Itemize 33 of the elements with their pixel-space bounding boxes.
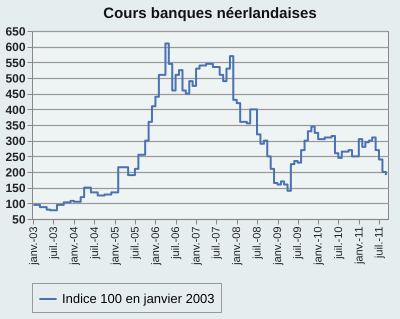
x-tick-label: juil.-07 (210, 226, 223, 260)
y-tick-label: 150 (5, 181, 26, 196)
x-tick-label: janv.-11 (353, 226, 366, 266)
x-tick-label: juil.-05 (129, 226, 142, 260)
y-tick-label: 50 (12, 212, 26, 226)
x-tick-label: janv.-03 (28, 226, 40, 266)
y-tick-label: 550 (5, 56, 26, 70)
y-tick-label: 400 (5, 102, 26, 117)
x-tick-label: janv.-06 (150, 226, 162, 266)
y-tick-label: 500 (5, 72, 26, 86)
x-tick-label: janv.-10 (312, 226, 325, 266)
x-tick-label: janv.-08 (231, 226, 244, 266)
y-tick-label: 100 (5, 196, 26, 211)
y-tick-label: 650 (5, 24, 26, 38)
y-tick-label: 600 (5, 40, 26, 54)
x-tick-label: juil.-11 (373, 226, 386, 260)
y-tick-label: 200 (5, 166, 26, 180)
x-tick-label: juil.-06 (170, 226, 182, 260)
chart-title: Cours banques néerlandaises (103, 5, 317, 22)
x-tick-label: juil.-09 (292, 226, 304, 260)
x-tick-label: juil.-10 (332, 226, 345, 260)
y-tick-label: 450 (5, 87, 26, 102)
x-tick-label: janv.-07 (190, 226, 203, 266)
x-tick-label: juil.-03 (48, 226, 60, 260)
x-tick-label: juil.-08 (252, 226, 264, 260)
x-tick-label: juil.-04 (88, 226, 101, 260)
y-tick-label: 350 (5, 118, 26, 132)
legend-label: Indice 100 en janvier 2003 (62, 291, 215, 306)
y-tick-label: 300 (5, 134, 26, 148)
x-tick-label: janv.-05 (109, 226, 122, 266)
x-tick-label: janv.-04 (68, 226, 80, 266)
x-tick-label: janv.-09 (272, 226, 284, 266)
y-tick-label: 250 (5, 150, 26, 164)
